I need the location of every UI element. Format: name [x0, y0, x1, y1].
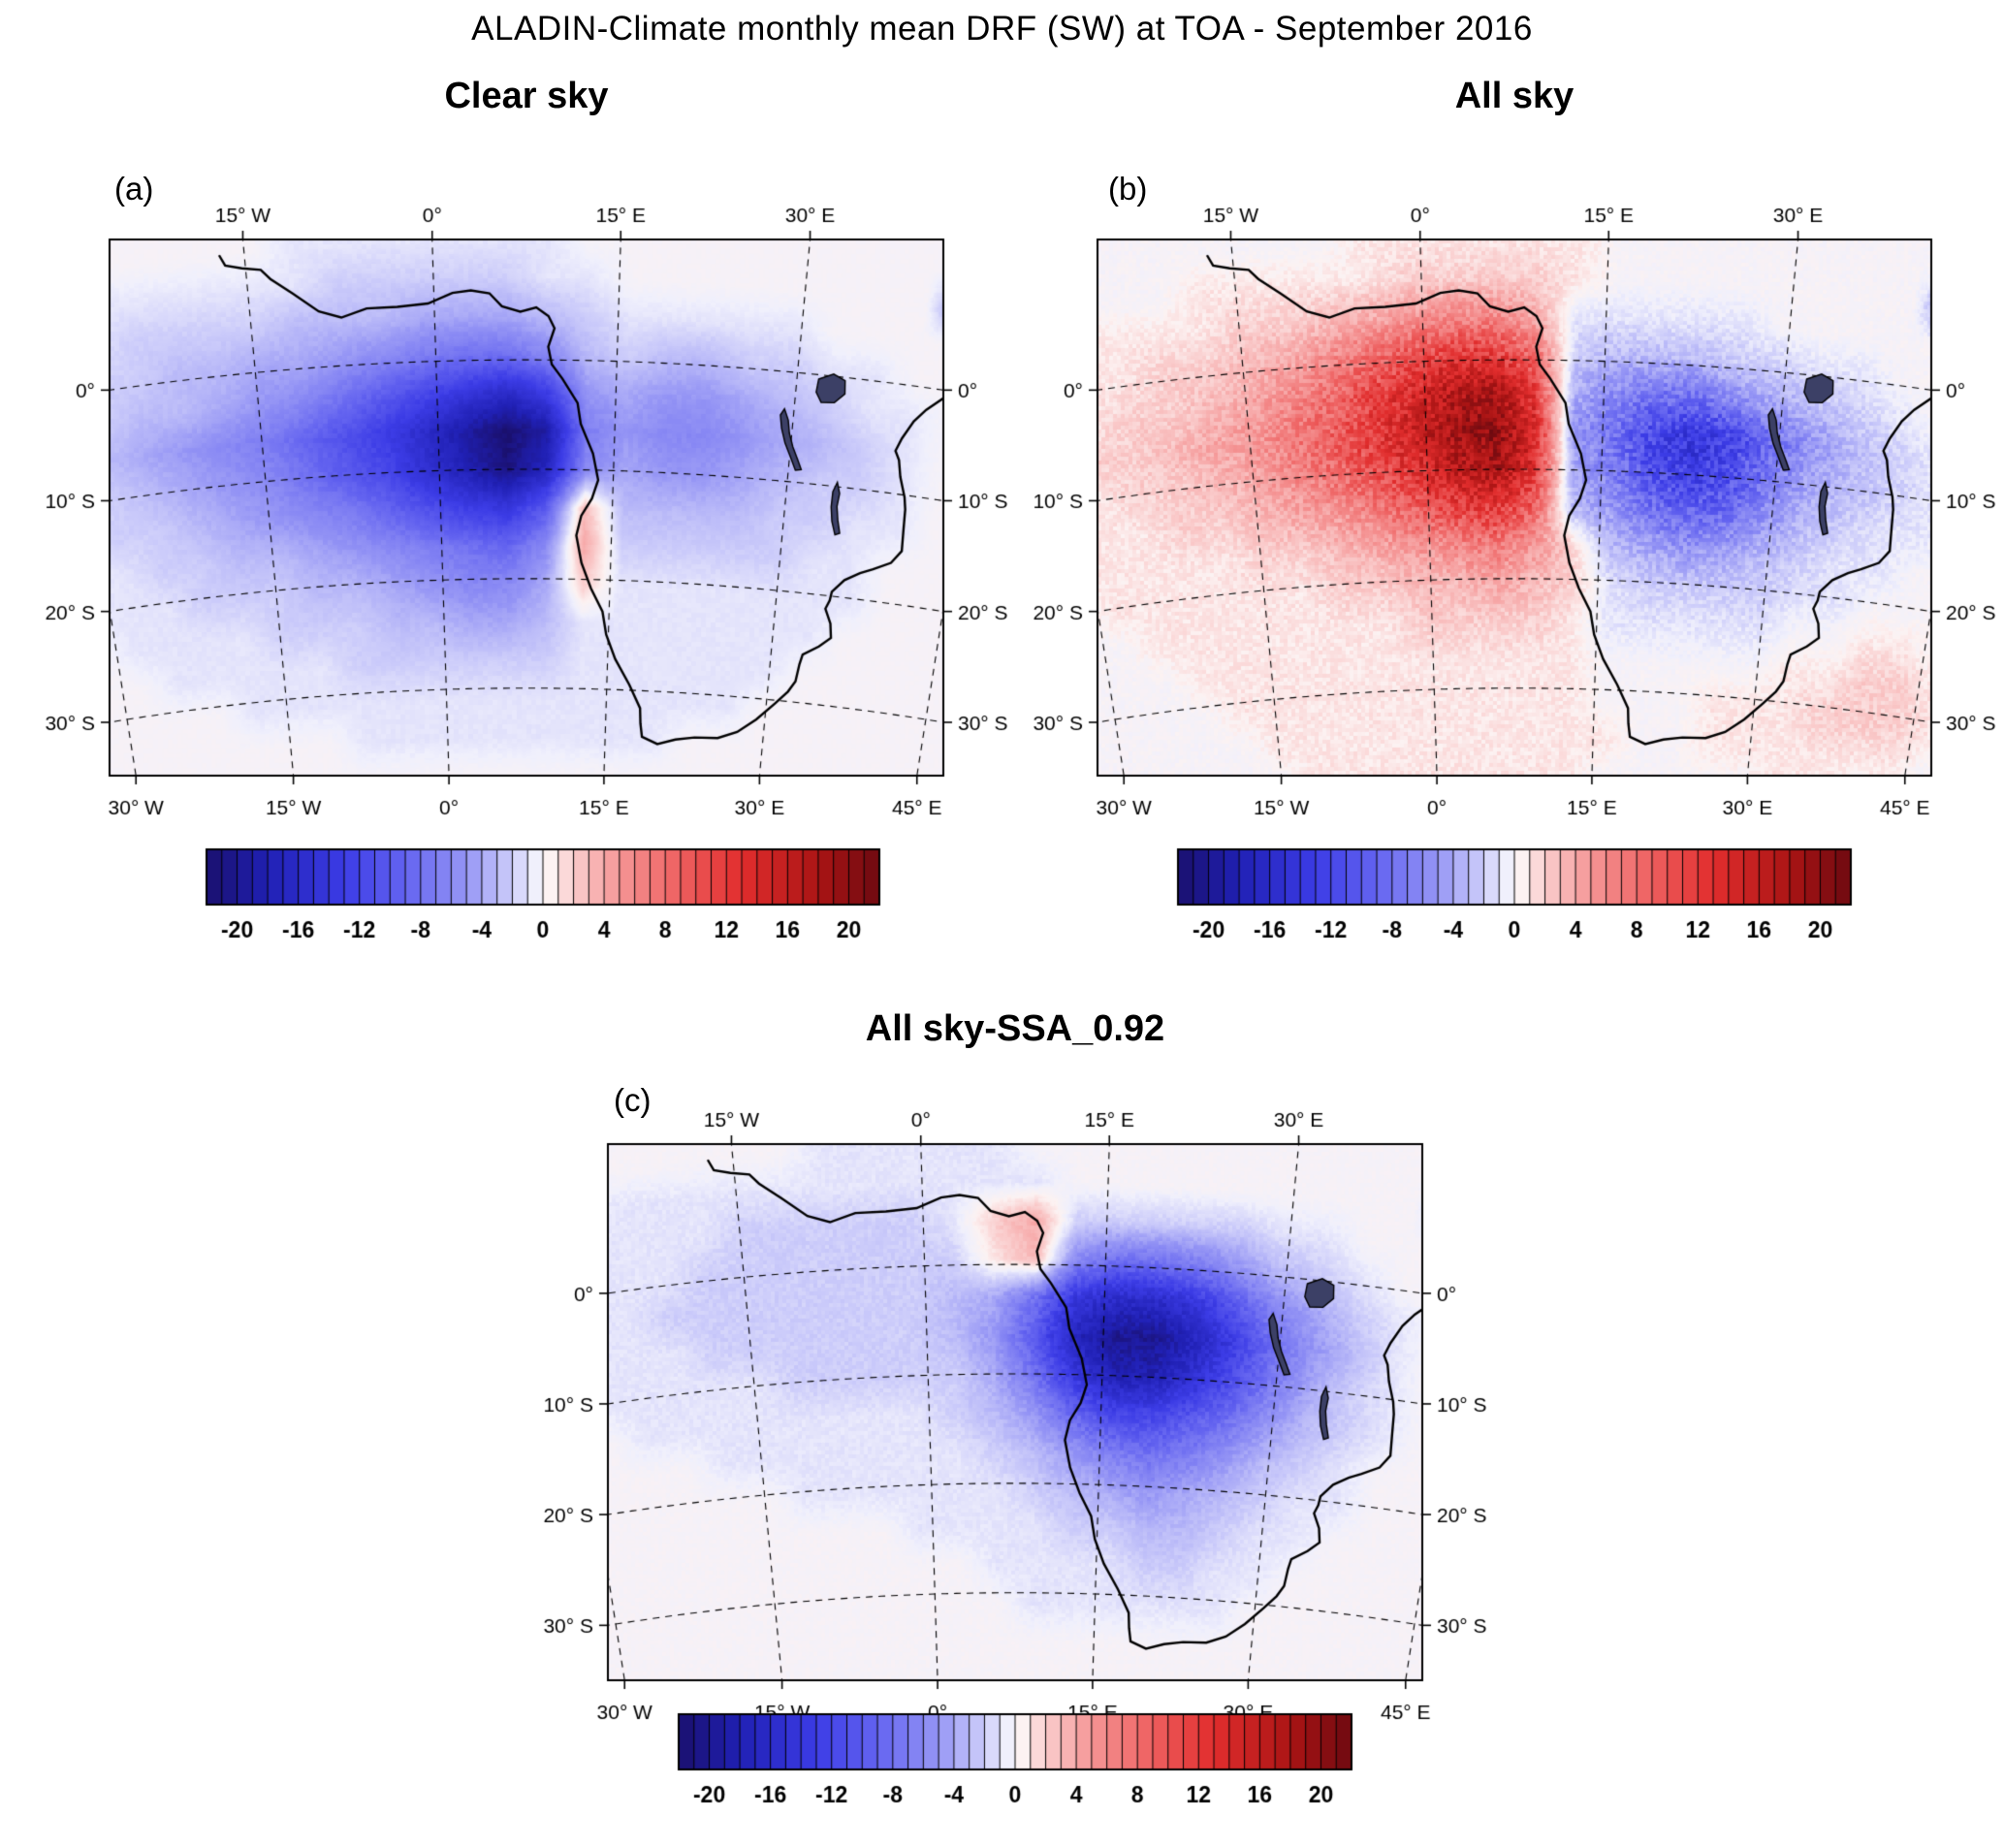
map-canvas-clear-sky — [17, 186, 1035, 844]
map-canvas-all-sky-ssa — [516, 1091, 1514, 1748]
colorbar-all-sky-ssa — [650, 1706, 1381, 1815]
colorbar-all-sky — [1149, 842, 1880, 950]
panel-c-title: All sky-SSA_0.92 — [865, 1008, 1165, 1049]
map-canvas-all-sky — [1005, 186, 2004, 844]
panel-b-title: All sky — [1454, 76, 1575, 116]
panel-a-title: Clear sky — [444, 76, 609, 116]
colorbar-clear-sky — [177, 842, 908, 950]
figure-title: ALADIN-Climate monthly mean DRF (SW) at … — [471, 10, 1533, 48]
